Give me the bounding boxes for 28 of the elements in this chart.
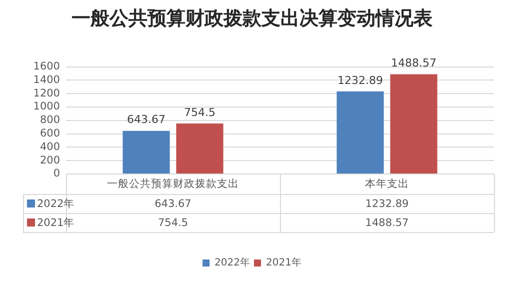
bar — [390, 74, 438, 174]
y-tick-label: 200 — [40, 154, 60, 166]
y-tick-label: 1000 — [33, 100, 60, 113]
y-tick-label: 1200 — [33, 87, 60, 100]
text: 754.5 — [158, 216, 188, 230]
chart-title: 一般公共预算财政拨款支出决算变动情况表 — [72, 7, 434, 30]
text: 2022年 — [214, 258, 250, 269]
bar — [176, 123, 224, 174]
x-tick-label: 本年支出 — [365, 177, 409, 190]
y-tick-label: 1600 — [33, 60, 60, 73]
y-tick-label: 400 — [40, 140, 60, 153]
data-label: 643.67 — [127, 113, 166, 126]
data-label: 1488.57 — [391, 56, 436, 70]
y-tick-label: 600 — [40, 128, 60, 140]
text: 2021年 — [37, 216, 75, 228]
y-tick-label: 1400 — [33, 74, 60, 86]
data-label: 754.5 — [184, 106, 216, 119]
text: 1488.57 — [365, 216, 409, 230]
y-tick-label: 800 — [40, 114, 60, 126]
text: 643.67 — [154, 196, 192, 210]
legend-label: 2021年 — [266, 256, 302, 269]
legend-label: 2022年 — [37, 196, 75, 210]
text: 1232.89 — [365, 196, 409, 210]
x-tick-label: 一般公共预算财政拨款支出 — [107, 177, 239, 190]
bar — [122, 130, 170, 174]
data-label: 1232.89 — [338, 74, 383, 87]
y-tick-label: 0 — [53, 168, 60, 180]
bar — [336, 91, 384, 174]
